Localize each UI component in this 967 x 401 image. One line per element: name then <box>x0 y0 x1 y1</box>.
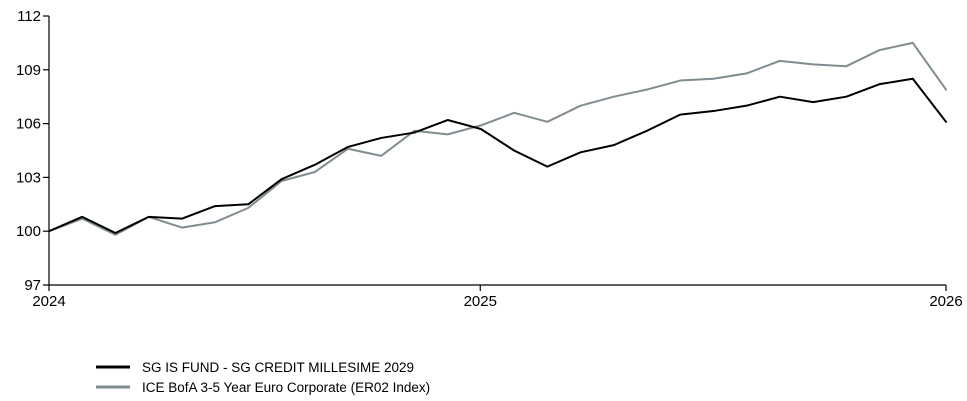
x-tick-label: 2025 <box>464 293 497 310</box>
y-tick-label: 109 <box>16 62 41 79</box>
legend-label: SG IS FUND - SG CREDIT MILLESIME 2029 <box>142 360 414 375</box>
legend: SG IS FUND - SG CREDIT MILLESIME 2029 ICE… <box>96 360 430 395</box>
x-tick-label: 2024 <box>32 293 65 310</box>
legend-label: ICE BofA 3-5 Year Euro Corporate (ER02 I… <box>142 380 430 395</box>
index-series-line <box>48 41 947 236</box>
fund-series-line <box>48 77 947 234</box>
y-tick-label: 106 <box>16 116 41 133</box>
axes: 97 100 103 106 109 112 2024 2025 2026 <box>16 8 963 310</box>
x-tick-label: 2026 <box>929 293 962 310</box>
y-tick-label: 97 <box>24 277 41 294</box>
y-tick-label: 103 <box>16 169 41 186</box>
y-tick-label: 112 <box>17 8 41 25</box>
series-lines <box>48 41 947 236</box>
y-tick-label: 100 <box>16 223 41 240</box>
